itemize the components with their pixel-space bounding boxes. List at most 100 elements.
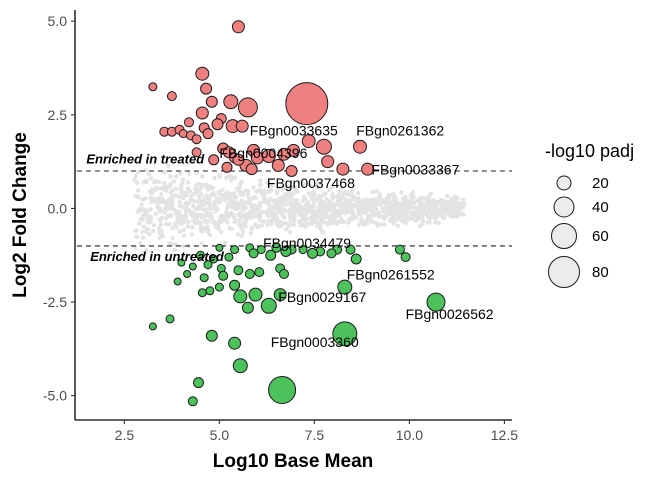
background-point [190,213,195,218]
background-point [140,217,146,222]
background-point [286,223,292,229]
down-point [228,336,242,350]
gene-label: FBgn0033635 [250,122,338,138]
background-point [154,186,159,191]
background-point [263,199,268,204]
background-point [204,200,209,205]
background-point [184,205,189,211]
background-point [404,205,409,210]
background-point [257,223,262,228]
background-point [337,208,342,213]
down-point [248,287,263,302]
background-point [410,195,415,200]
background-point [185,224,190,229]
background-point [408,213,414,218]
background-point [256,215,262,220]
background-point [168,204,173,209]
background-point [148,215,154,221]
background-point [315,184,320,190]
background-point [217,174,223,179]
background-point [250,225,255,230]
background-point [198,228,204,233]
up-point [237,97,258,118]
down-point [350,253,362,265]
background-point [213,209,218,214]
background-point [350,214,355,220]
up-point [195,106,209,120]
background-point [134,234,139,239]
background-point [258,182,263,188]
gene-label: FBgn0261362 [356,122,444,138]
down-point [193,377,204,389]
down-point [229,279,241,291]
background-point [381,214,387,219]
background-point [158,186,164,191]
background-point [432,204,438,210]
background-point [365,213,370,218]
background-point [262,219,267,224]
background-point [323,202,328,208]
background-point [136,188,141,193]
significant-points [148,20,446,407]
legend-label: 80 [592,264,609,281]
background-point [134,228,139,233]
background-point [162,184,167,190]
background-point [153,211,158,217]
annotation-enriched-untreated: Enriched in untreated [90,249,225,264]
background-point [326,199,332,204]
background-point [191,191,196,197]
background-point [252,214,257,219]
background-point [162,170,167,175]
background-point [187,209,192,214]
background-point [396,209,401,214]
background-point [332,208,338,213]
background-point [157,206,162,211]
background-point [199,174,205,179]
background-point [333,214,339,219]
background-point [395,223,400,229]
background-point [291,222,296,227]
background-point [337,195,343,200]
background-point [269,221,274,226]
down-point [268,376,297,404]
background-point [436,220,441,225]
background-point [170,188,175,193]
background-point [426,215,432,220]
background-point [270,183,275,189]
down-point [271,242,282,253]
background-point [334,194,339,199]
background-point [228,210,234,216]
background-point [400,202,405,207]
x-tick-label: 12.5 [491,427,518,443]
background-point [229,178,234,183]
down-point [209,254,219,264]
down-point [244,269,255,279]
background-point [401,217,406,222]
up-point [261,149,276,163]
down-point [332,321,358,347]
gene-label: FBgn0004396 [219,145,307,161]
background-point [284,227,289,232]
background-point [242,219,248,224]
background-point [243,224,248,229]
down-point [298,245,308,255]
down-point [256,245,266,255]
up-point [285,82,329,126]
background-point [151,223,157,228]
background-point [457,202,462,207]
background-point [316,210,322,215]
background-point [283,192,288,197]
background-point [248,231,254,236]
background-point [225,220,230,225]
background-point [262,191,267,196]
background-point [176,213,182,218]
background-point [224,175,229,180]
background-point [212,219,217,225]
background-point [356,196,361,201]
background-point [237,223,242,228]
background-point [330,202,335,207]
background-point [204,182,209,187]
background-point [166,163,171,168]
background-point [148,195,153,201]
background-point [321,230,326,235]
